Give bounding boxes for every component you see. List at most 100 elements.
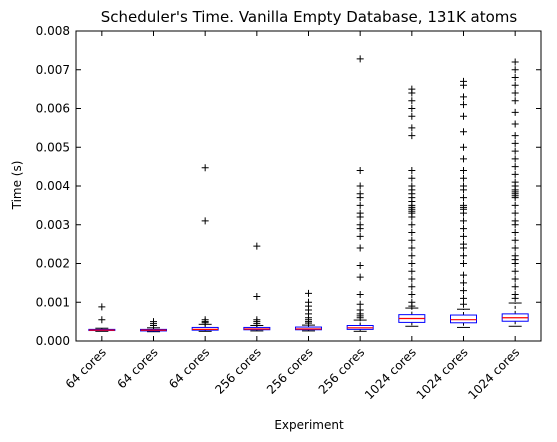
x-tick-label: 1024 cores (362, 345, 419, 402)
flier-point (460, 209, 467, 217)
flier-point (408, 213, 416, 221)
flier-point (408, 244, 416, 252)
flier-point (460, 252, 467, 260)
flier-point (253, 242, 261, 250)
flier-point (201, 319, 209, 327)
flier-point (511, 108, 519, 116)
flier-point (511, 74, 519, 81)
box-group (501, 58, 529, 327)
flier-point (460, 128, 467, 136)
y-tick-label: 0.006 (36, 102, 70, 116)
flier-point (460, 167, 467, 174)
x-axis-ticks: 64 cores 64 cores 64 cores 256 cores 256 cor… (63, 31, 522, 402)
flier-point (511, 283, 519, 291)
flier-point (460, 225, 467, 233)
flier-point (511, 132, 519, 140)
chart-title: Scheduler's Time. Vanilla Empty Database… (101, 8, 518, 26)
flier-point (98, 316, 106, 324)
flier-point (408, 221, 416, 229)
flier-point (511, 267, 519, 275)
x-tick-label: 64 cores (63, 345, 109, 391)
flier-point (408, 275, 416, 283)
y-axis-ticks: 0.000 0.001 0.002 0.003 0.004 0.005 0.006 0.007… (36, 24, 541, 348)
flier-point (460, 300, 467, 308)
flier-point (511, 155, 519, 163)
box-iqr (450, 314, 477, 324)
box-group (243, 242, 271, 332)
flier-point (408, 283, 416, 291)
flier-point (460, 174, 467, 182)
flier-point (460, 101, 467, 109)
flier-point (356, 213, 364, 221)
flier-point (511, 294, 519, 302)
flier-point (460, 194, 467, 202)
flier-point (356, 261, 364, 269)
box-group (295, 289, 322, 332)
flier-point (460, 217, 467, 225)
flier-point (356, 232, 364, 240)
flier-point (408, 174, 416, 182)
flier-point (460, 186, 467, 194)
flier-point (408, 167, 416, 174)
flier-point (408, 112, 416, 120)
flier-point (305, 319, 312, 327)
flier-point (460, 155, 467, 163)
flier-point (356, 225, 364, 233)
y-tick-label: 0.008 (36, 24, 70, 38)
flier-point (460, 260, 467, 267)
y-tick-label: 0.003 (36, 218, 70, 232)
y-axis-label: Time (s) (10, 161, 24, 211)
flier-point (511, 229, 519, 236)
flier-point (356, 194, 364, 202)
box-group (191, 164, 219, 332)
flier-point (356, 273, 364, 281)
x-tick-label: 256 cores (212, 345, 264, 397)
flier-point (511, 221, 519, 229)
flier-point (511, 58, 519, 66)
flier-point (511, 66, 519, 74)
flier-point (408, 89, 416, 97)
flier-point (511, 209, 519, 217)
flier-point (460, 81, 467, 89)
x-tick-label: 1024 cores (414, 345, 471, 402)
x-tick-label: 1024 cores (465, 345, 522, 402)
flier-point (511, 147, 519, 155)
flier-point (511, 163, 519, 171)
flier-point (408, 97, 416, 105)
y-tick-label: 0.000 (36, 334, 70, 348)
x-tick-label: 256 cores (316, 345, 368, 397)
x-tick-label: 64 cores (114, 345, 160, 391)
box-group (346, 55, 374, 332)
flier-point (356, 182, 364, 190)
flier-point (460, 271, 467, 279)
flier-point (201, 217, 209, 225)
y-tick-label: 0.005 (36, 140, 70, 154)
flier-point (356, 244, 364, 252)
flier-point (408, 291, 416, 298)
y-tick-label: 0.007 (36, 63, 70, 77)
y-tick-label: 0.002 (36, 257, 70, 271)
flier-point (408, 124, 416, 132)
flier-point (511, 170, 519, 178)
flier-point (408, 252, 416, 260)
flier-point (460, 112, 467, 120)
flier-point (511, 194, 519, 202)
flier-point (305, 289, 312, 297)
x-axis-label: Experiment (274, 418, 344, 432)
flier-point (98, 303, 106, 311)
flier-point (511, 81, 519, 89)
x-tick-label: 64 cores (166, 345, 212, 391)
flier-point (408, 132, 416, 140)
box-group (398, 85, 426, 327)
flier-point (511, 97, 519, 105)
box-group (140, 318, 167, 333)
flier-point (511, 120, 519, 128)
flier-point (460, 287, 467, 295)
flier-point (356, 167, 364, 174)
flier-point (150, 322, 157, 329)
flier-point (511, 89, 519, 97)
flier-point (253, 292, 261, 300)
flier-point (460, 143, 467, 151)
flier-point (356, 314, 364, 322)
